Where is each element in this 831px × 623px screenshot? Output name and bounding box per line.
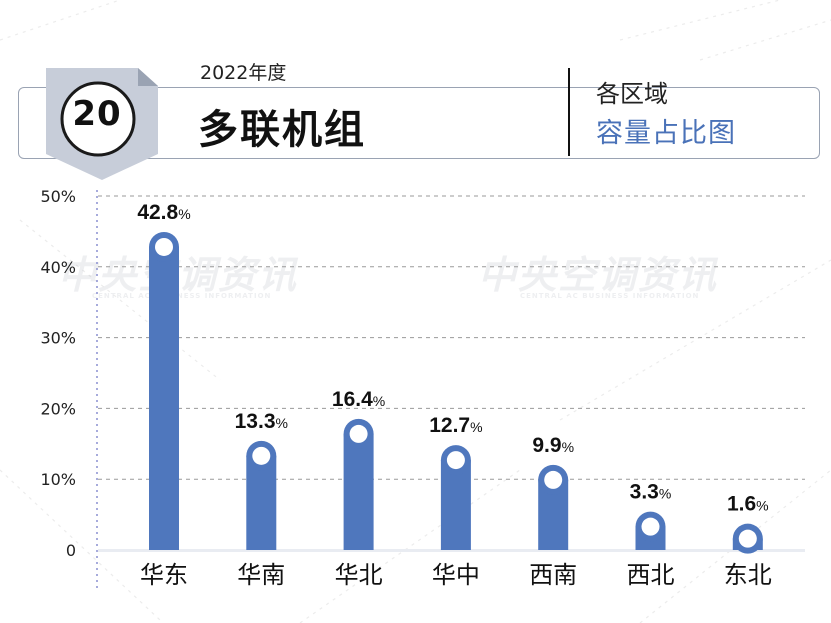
page-title: 多联机组 bbox=[198, 107, 366, 153]
bar-group bbox=[246, 440, 277, 550]
bar bbox=[149, 246, 179, 550]
y-tick-label: 50% bbox=[40, 187, 76, 206]
value-label: 1.6% bbox=[727, 493, 769, 516]
rank-number: 20 bbox=[72, 94, 122, 134]
y-tick-label: 30% bbox=[40, 329, 76, 348]
category-label: 东北 bbox=[724, 561, 772, 589]
value-label: 42.8% bbox=[137, 201, 190, 224]
value-label: 12.7% bbox=[429, 414, 482, 437]
baseline bbox=[98, 549, 805, 552]
bar-marker bbox=[738, 529, 757, 548]
y-tick-labels: 0 10% 20% 30% 40% 50% bbox=[40, 187, 76, 560]
bar-group bbox=[732, 523, 763, 554]
watermark-right: 中央空调资讯 bbox=[478, 253, 719, 297]
bars bbox=[149, 231, 763, 554]
bar-marker bbox=[641, 517, 660, 536]
category-label: 华北 bbox=[335, 561, 383, 589]
watermark-left-en: CENTRAL AC BUSINESS INFORMATION bbox=[92, 292, 272, 300]
category-label: 西南 bbox=[529, 561, 577, 589]
category-label: 华南 bbox=[237, 561, 285, 589]
category-label: 西北 bbox=[627, 561, 675, 589]
bar-marker bbox=[446, 451, 465, 470]
rank-badge bbox=[46, 68, 158, 180]
bar-group bbox=[635, 511, 666, 550]
subtitle-chart-type: 容量占比图 bbox=[596, 118, 736, 149]
category-label: 华中 bbox=[432, 561, 480, 589]
bar-marker bbox=[349, 424, 368, 443]
bar-group bbox=[538, 464, 569, 550]
bar bbox=[343, 433, 374, 550]
value-label: 9.9% bbox=[532, 434, 574, 457]
y-tick-label: 40% bbox=[40, 258, 76, 277]
header-frame bbox=[18, 87, 820, 159]
value-labels: 42.8% 13.3% 16.4% 12.7% 9.9% 3.3% 1.6% bbox=[137, 201, 768, 516]
bar-group bbox=[343, 418, 374, 550]
y-tick-label: 20% bbox=[40, 399, 76, 418]
y-tick-label: 0 bbox=[66, 541, 76, 560]
watermark-right-en: CENTRAL AC BUSINESS INFORMATION bbox=[520, 292, 700, 300]
subtitle-region: 各区域 bbox=[596, 80, 668, 108]
value-label: 13.3% bbox=[235, 410, 288, 433]
category-label: 华东 bbox=[140, 561, 188, 589]
category-labels: 华东 华南 华北 华中 西南 西北 东北 bbox=[140, 561, 772, 589]
bar-marker bbox=[252, 446, 271, 465]
year-label: 2022年度 bbox=[200, 62, 287, 84]
value-label: 3.3% bbox=[630, 481, 672, 504]
bar-marker bbox=[155, 237, 173, 256]
value-label: 16.4% bbox=[332, 388, 385, 411]
header-divider bbox=[568, 68, 570, 156]
bar-group bbox=[149, 231, 179, 550]
y-tick-label: 10% bbox=[40, 470, 76, 489]
bar-marker bbox=[544, 470, 563, 489]
bar-group bbox=[440, 445, 471, 550]
bar bbox=[246, 455, 277, 550]
